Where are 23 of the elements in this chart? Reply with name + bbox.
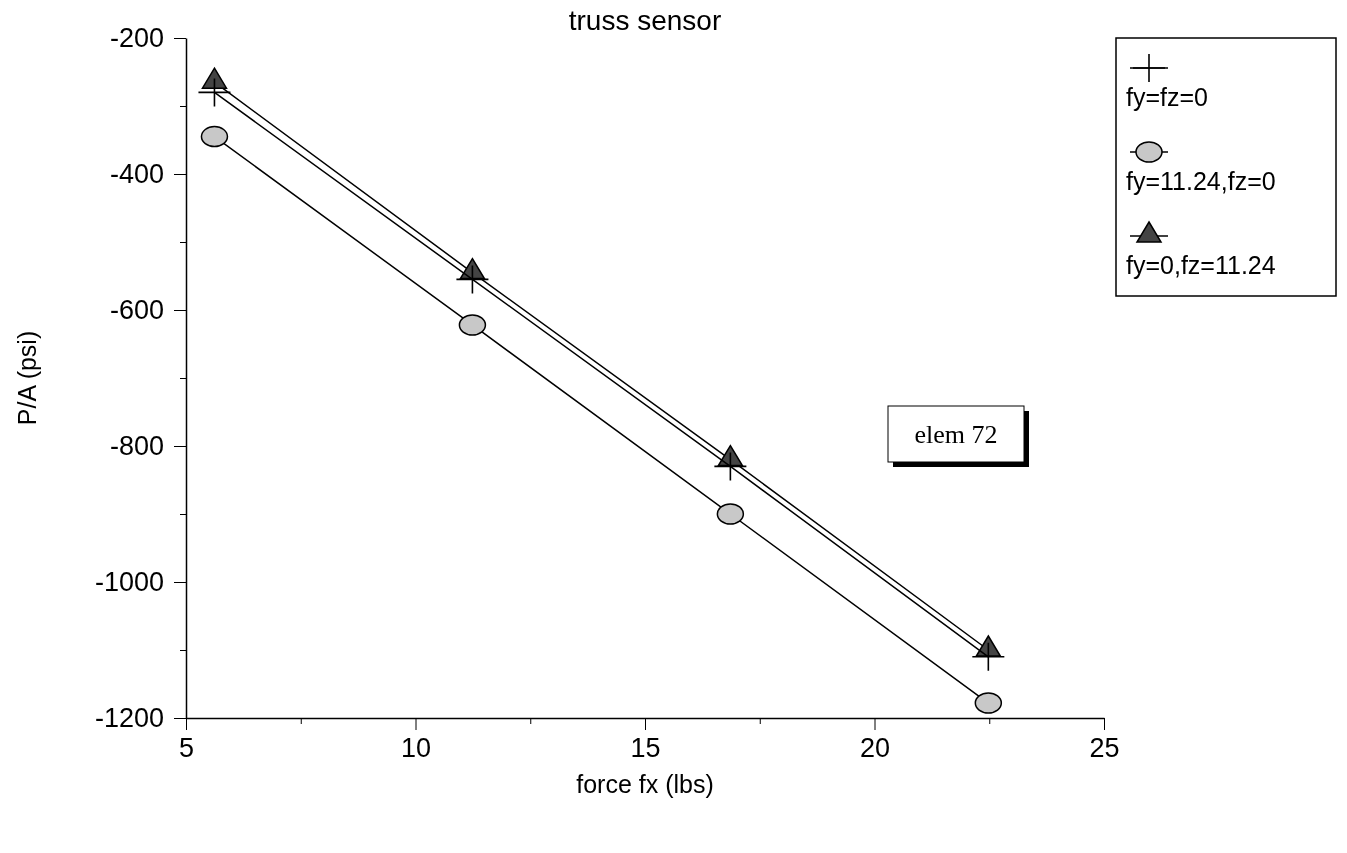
x-axis-title: force fx (lbs) [576, 770, 714, 798]
y-axis-title: P/A (psi) [13, 330, 41, 426]
y-tick-label: -200 [109, 23, 164, 54]
x-tick-label: 10 [400, 733, 432, 764]
point [974, 692, 1003, 714]
y-tick-label: -800 [109, 431, 164, 462]
legend-label: fy=fz=0 [1126, 83, 1208, 111]
point [200, 125, 229, 148]
legend-label: fy=0,fz=11.24 [1126, 251, 1276, 279]
y-tick-label: -1000 [94, 567, 164, 598]
x-tick-label: 15 [630, 733, 661, 764]
y-tick-label: -400 [109, 159, 164, 190]
annotation: elem 72 [914, 420, 998, 450]
y-tick-label: -600 [109, 295, 164, 326]
legend-label: fy=11.24,fz=0 [1126, 167, 1276, 195]
point [458, 314, 487, 336]
x-tick-label: 20 [859, 733, 891, 764]
x-tick-label: 5 [178, 733, 195, 764]
x-tick-label: 25 [1089, 733, 1120, 764]
y-tick-label: -1200 [94, 703, 164, 734]
chart-title: truss sensor [568, 5, 722, 36]
point [972, 642, 1005, 671]
point [716, 503, 745, 525]
